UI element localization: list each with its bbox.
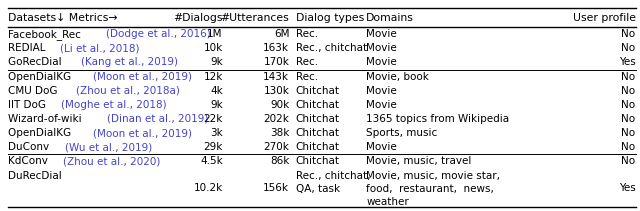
- Text: DuConv: DuConv: [8, 142, 52, 152]
- Text: 9k: 9k: [210, 57, 223, 68]
- Text: Dialog types: Dialog types: [296, 13, 364, 23]
- Text: IIT DoG: IIT DoG: [8, 100, 49, 110]
- Text: User profile: User profile: [573, 13, 636, 23]
- Text: Datasets↓ Metrics→: Datasets↓ Metrics→: [8, 13, 117, 23]
- Text: No: No: [621, 29, 636, 39]
- Text: Sports, music: Sports, music: [366, 128, 437, 138]
- Text: #Dialogs: #Dialogs: [173, 13, 223, 23]
- Text: (Moon et al., 2019): (Moon et al., 2019): [93, 72, 193, 82]
- Text: 130k: 130k: [264, 86, 289, 96]
- Text: 10.2k: 10.2k: [193, 183, 223, 193]
- Text: Movie: Movie: [366, 86, 397, 96]
- Text: (Zhou et al., 2020): (Zhou et al., 2020): [63, 156, 161, 166]
- Text: (Wu et al., 2019): (Wu et al., 2019): [65, 142, 152, 152]
- Text: Rec.: Rec.: [296, 57, 318, 68]
- Text: No: No: [621, 86, 636, 96]
- Text: (Li et al., 2018): (Li et al., 2018): [60, 43, 140, 53]
- Text: Facebook_Rec: Facebook_Rec: [8, 29, 84, 40]
- Text: #Utterances: #Utterances: [221, 13, 289, 23]
- Text: Rec., chitchat,
QA, task: Rec., chitchat, QA, task: [296, 171, 370, 194]
- Text: Yes: Yes: [619, 183, 636, 193]
- Text: 4.5k: 4.5k: [200, 156, 223, 166]
- Text: Yes: Yes: [619, 57, 636, 68]
- Text: No: No: [621, 128, 636, 138]
- Text: 163k: 163k: [263, 43, 289, 53]
- Text: DuRecDial: DuRecDial: [8, 171, 61, 181]
- Text: 6M: 6M: [274, 29, 289, 39]
- Text: OpenDialKG: OpenDialKG: [8, 128, 74, 138]
- Text: GoRecDial: GoRecDial: [8, 57, 65, 68]
- Text: 202k: 202k: [264, 114, 289, 124]
- Text: (Dinan et al., 2019): (Dinan et al., 2019): [107, 114, 208, 124]
- Text: Chitchat: Chitchat: [296, 156, 340, 166]
- Text: 12k: 12k: [204, 72, 223, 82]
- Text: (Kang et al., 2019): (Kang et al., 2019): [81, 57, 178, 68]
- Text: Chitchat: Chitchat: [296, 114, 340, 124]
- Text: Chitchat: Chitchat: [296, 128, 340, 138]
- Text: 4k: 4k: [210, 86, 223, 96]
- Text: Movie, music, movie star,
food,  restaurant,  news,
weather: Movie, music, movie star, food, restaura…: [366, 171, 500, 207]
- Text: Movie: Movie: [366, 100, 397, 110]
- Text: REDIAL: REDIAL: [8, 43, 49, 53]
- Text: Movie: Movie: [366, 142, 397, 152]
- Text: Movie: Movie: [366, 43, 397, 53]
- Text: Movie: Movie: [366, 57, 397, 68]
- Text: (Dodge et al., 2016): (Dodge et al., 2016): [106, 29, 211, 39]
- Text: Wizard-of-wiki: Wizard-of-wiki: [8, 114, 84, 124]
- Text: Rec., chitchat: Rec., chitchat: [296, 43, 367, 53]
- Text: 90k: 90k: [270, 100, 289, 110]
- Text: 1M: 1M: [207, 29, 223, 39]
- Text: 270k: 270k: [264, 142, 289, 152]
- Text: No: No: [621, 142, 636, 152]
- Text: (Moghe et al., 2018): (Moghe et al., 2018): [61, 100, 166, 110]
- Text: 29k: 29k: [204, 142, 223, 152]
- Text: Movie, book: Movie, book: [366, 72, 429, 82]
- Text: 1365 topics from Wikipedia: 1365 topics from Wikipedia: [366, 114, 509, 124]
- Text: Chitchat: Chitchat: [296, 142, 340, 152]
- Text: 86k: 86k: [270, 156, 289, 166]
- Text: Movie: Movie: [366, 29, 397, 39]
- Text: (Zhou et al., 2018a): (Zhou et al., 2018a): [76, 86, 180, 96]
- Text: Domains: Domains: [366, 13, 414, 23]
- Text: 9k: 9k: [210, 100, 223, 110]
- Text: (Moon et al., 2019): (Moon et al., 2019): [93, 128, 193, 138]
- Text: Chitchat: Chitchat: [296, 100, 340, 110]
- Text: 3k: 3k: [210, 128, 223, 138]
- Text: No: No: [621, 114, 636, 124]
- Text: Chitchat: Chitchat: [296, 86, 340, 96]
- Text: No: No: [621, 43, 636, 53]
- Text: 170k: 170k: [264, 57, 289, 68]
- Text: 143k: 143k: [263, 72, 289, 82]
- Text: 22k: 22k: [204, 114, 223, 124]
- Text: No: No: [621, 156, 636, 166]
- Text: KdConv: KdConv: [8, 156, 51, 166]
- Text: 10k: 10k: [204, 43, 223, 53]
- Text: Movie, music, travel: Movie, music, travel: [366, 156, 472, 166]
- Text: CMU DoG: CMU DoG: [8, 86, 60, 96]
- Text: 156k: 156k: [263, 183, 289, 193]
- Text: Rec.: Rec.: [296, 72, 318, 82]
- Text: No: No: [621, 100, 636, 110]
- Text: 38k: 38k: [270, 128, 289, 138]
- Text: OpenDialKG: OpenDialKG: [8, 72, 74, 82]
- Text: No: No: [621, 72, 636, 82]
- Text: Rec.: Rec.: [296, 29, 318, 39]
